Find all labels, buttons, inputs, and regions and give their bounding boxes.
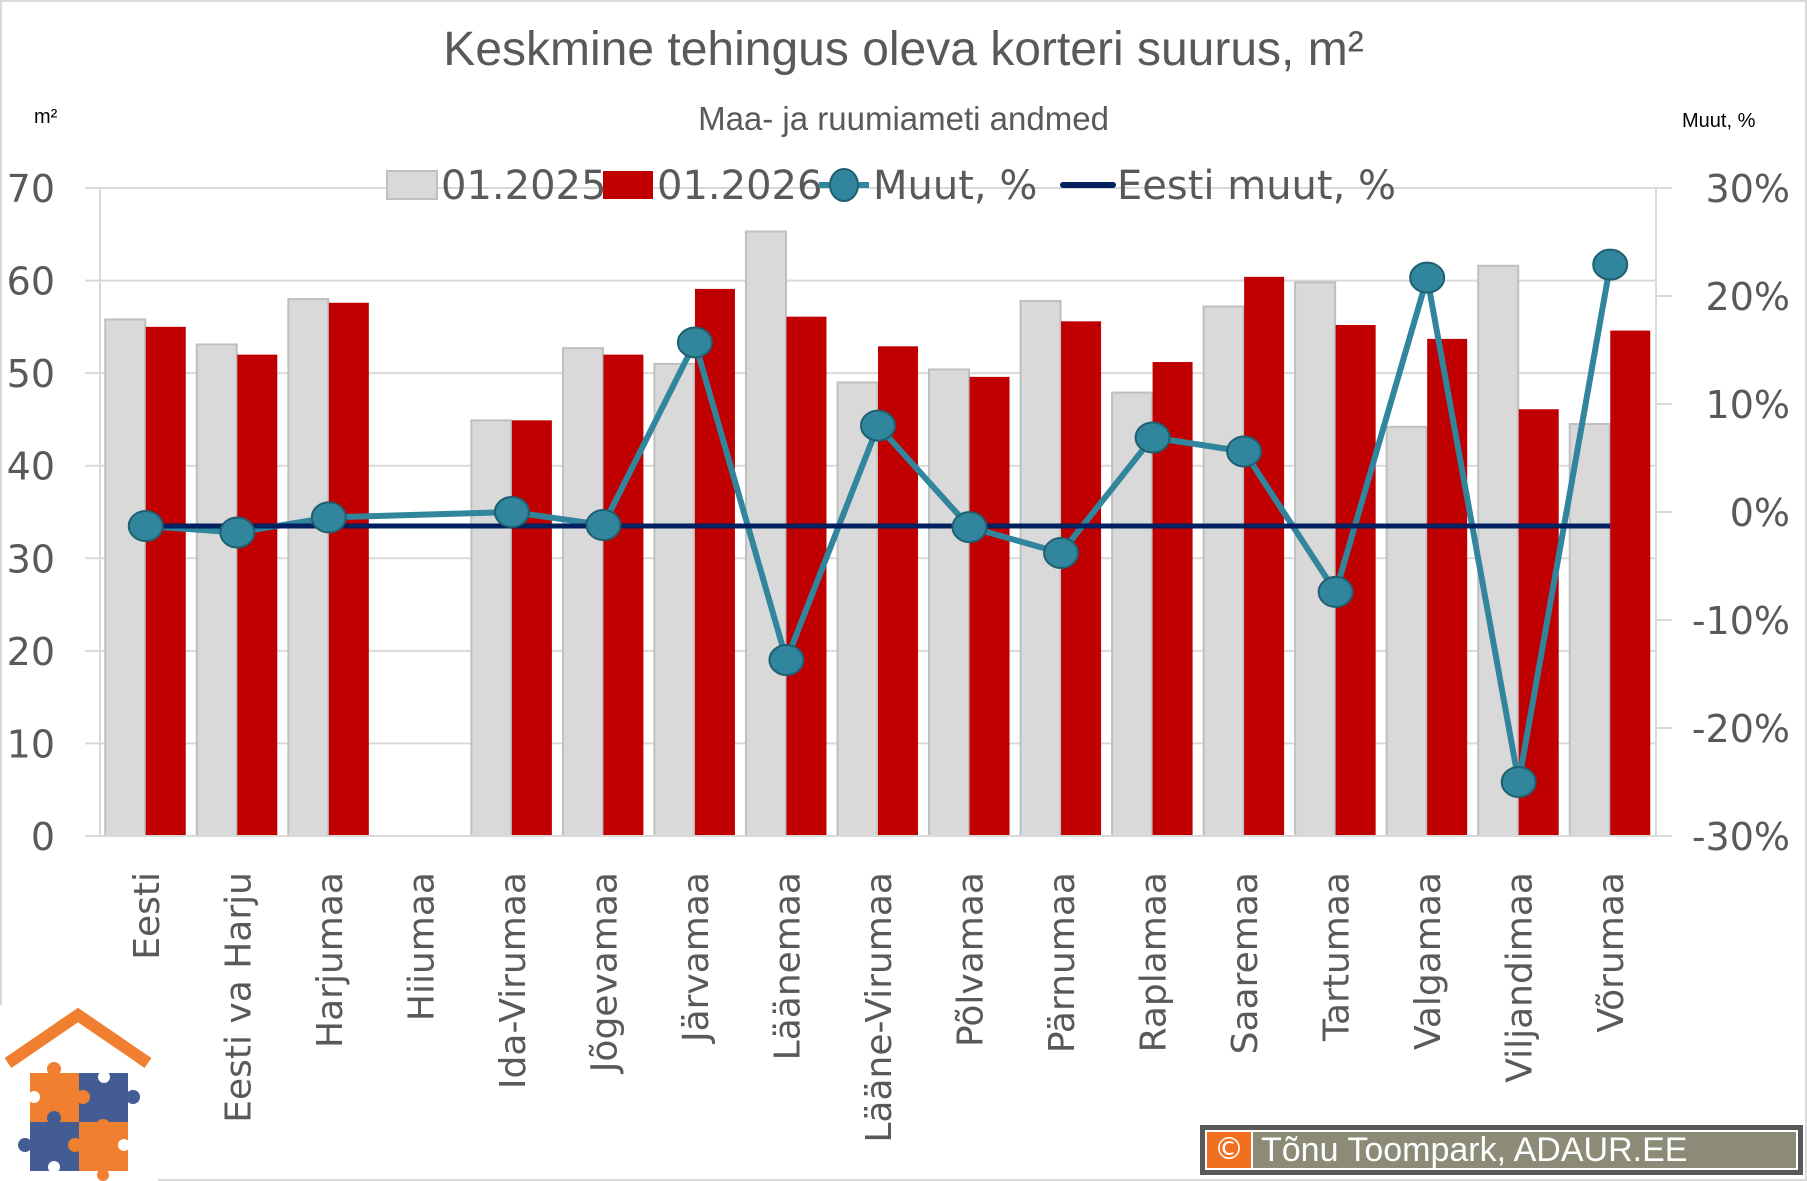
y2-tick-label: 30% bbox=[1706, 167, 1790, 211]
category-label: Põlvamaa bbox=[951, 872, 992, 1047]
change-marker bbox=[1043, 537, 1080, 570]
logo-icon bbox=[0, 1005, 158, 1181]
bar-01-2026 bbox=[1244, 276, 1285, 837]
category-label: Läänemaa bbox=[767, 872, 808, 1060]
bar-01-2026 bbox=[1061, 321, 1102, 836]
legend-marker-icon bbox=[829, 168, 859, 202]
category-label: Harjumaa bbox=[310, 872, 351, 1048]
y-tick-label: 60 bbox=[7, 260, 55, 304]
bar-01-2026 bbox=[511, 420, 552, 836]
bar-01-2026 bbox=[969, 376, 1010, 836]
change-marker bbox=[585, 508, 622, 541]
category-label: Raplamaa bbox=[1134, 872, 1175, 1052]
legend-label: 01.2025 bbox=[441, 163, 606, 209]
bar-01-2025 bbox=[836, 381, 879, 837]
bar-01-2025 bbox=[287, 298, 330, 838]
y-tick-label: 50 bbox=[7, 352, 55, 396]
category-label: Saaremaa bbox=[1225, 872, 1266, 1054]
bar-01-2026 bbox=[1427, 338, 1468, 836]
category-label: Järvamaa bbox=[676, 872, 717, 1044]
change-marker bbox=[768, 643, 805, 676]
bar-01-2025 bbox=[653, 362, 696, 837]
category-label: Tartumaa bbox=[1317, 872, 1358, 1042]
chart-title: Keskmine tehingus oleva korteri suurus, … bbox=[443, 23, 1364, 76]
change-marker bbox=[1500, 766, 1537, 798]
bar-01-2026 bbox=[694, 288, 735, 837]
bar-01-2025 bbox=[928, 368, 971, 837]
bar-01-2025 bbox=[104, 318, 147, 837]
category-label: Viljandimaa bbox=[1500, 872, 1541, 1083]
y2-tick-label: -10% bbox=[1692, 599, 1790, 643]
legend-label: Muut, % bbox=[873, 163, 1037, 209]
change-marker bbox=[1226, 435, 1263, 468]
category-label: Võrumaa bbox=[1591, 872, 1632, 1033]
category-label: Hiiumaa bbox=[401, 872, 442, 1021]
left-axis-unit: m² bbox=[34, 106, 58, 128]
y-tick-label: 0 bbox=[31, 815, 55, 859]
change-marker bbox=[1409, 261, 1446, 294]
legend-swatch bbox=[603, 171, 653, 199]
bar-01-2026 bbox=[1518, 409, 1559, 836]
category-label: Lääne-Virumaa bbox=[859, 872, 900, 1143]
change-marker bbox=[951, 511, 988, 544]
change-marker bbox=[310, 501, 347, 534]
category-label: Pärnumaa bbox=[1042, 872, 1083, 1053]
category-label: Jõgevamaa bbox=[584, 872, 625, 1074]
copyright-icon: © bbox=[1207, 1132, 1251, 1168]
legend-swatch bbox=[386, 170, 438, 200]
bar-01-2025 bbox=[1019, 299, 1062, 837]
y-tick-label: 20 bbox=[7, 630, 55, 674]
bar-01-2025 bbox=[1202, 305, 1245, 837]
bar-01-2026 bbox=[328, 302, 369, 836]
bar-01-2025 bbox=[195, 343, 238, 837]
bar-01-2025 bbox=[1385, 425, 1428, 837]
y2-tick-label: -30% bbox=[1692, 815, 1790, 859]
change-marker bbox=[860, 409, 896, 442]
change-marker bbox=[1134, 421, 1171, 454]
category-label: Valgamaa bbox=[1408, 872, 1449, 1050]
change-marker bbox=[127, 510, 164, 543]
y-tick-label: 30 bbox=[7, 537, 55, 581]
bar-01-2025 bbox=[470, 419, 513, 837]
y-tick-label: 70 bbox=[7, 167, 55, 211]
y2-tick-label: 20% bbox=[1706, 275, 1790, 319]
legend-label: Eesti muut, % bbox=[1117, 163, 1396, 209]
category-label: Ida-Virumaa bbox=[493, 872, 534, 1089]
y2-tick-label: -20% bbox=[1692, 707, 1790, 751]
category-label: Eesti bbox=[127, 872, 168, 960]
change-marker bbox=[219, 516, 256, 549]
change-marker bbox=[1592, 248, 1629, 281]
bar-01-2025 bbox=[561, 347, 604, 837]
credit-text: Tõnu Toompark, ADAUR.EE bbox=[1251, 1132, 1796, 1168]
chart-subtitle: Maa- ja ruumiameti andmed bbox=[698, 100, 1109, 137]
change-line bbox=[145, 264, 1614, 785]
y2-tick-label: 0% bbox=[1730, 491, 1790, 535]
bar-01-2026 bbox=[603, 354, 644, 836]
category-label: Eesti va Harju bbox=[218, 872, 259, 1123]
y-tick-label: 10 bbox=[7, 722, 55, 766]
y2-tick-label: 10% bbox=[1706, 383, 1790, 427]
y-tick-label: 40 bbox=[7, 445, 55, 489]
bar-01-2026 bbox=[145, 326, 186, 836]
legend-label: 01.2026 bbox=[657, 163, 822, 209]
right-axis-unit: Muut, % bbox=[1682, 110, 1756, 132]
credit-badge: © Tõnu Toompark, ADAUR.EE bbox=[1200, 1125, 1803, 1175]
bar-01-2026 bbox=[237, 354, 278, 836]
change-marker bbox=[493, 496, 530, 528]
bar-01-2026 bbox=[1610, 330, 1651, 836]
change-marker bbox=[676, 326, 713, 359]
change-marker bbox=[1317, 575, 1354, 608]
bar-01-2025 bbox=[1568, 423, 1611, 837]
